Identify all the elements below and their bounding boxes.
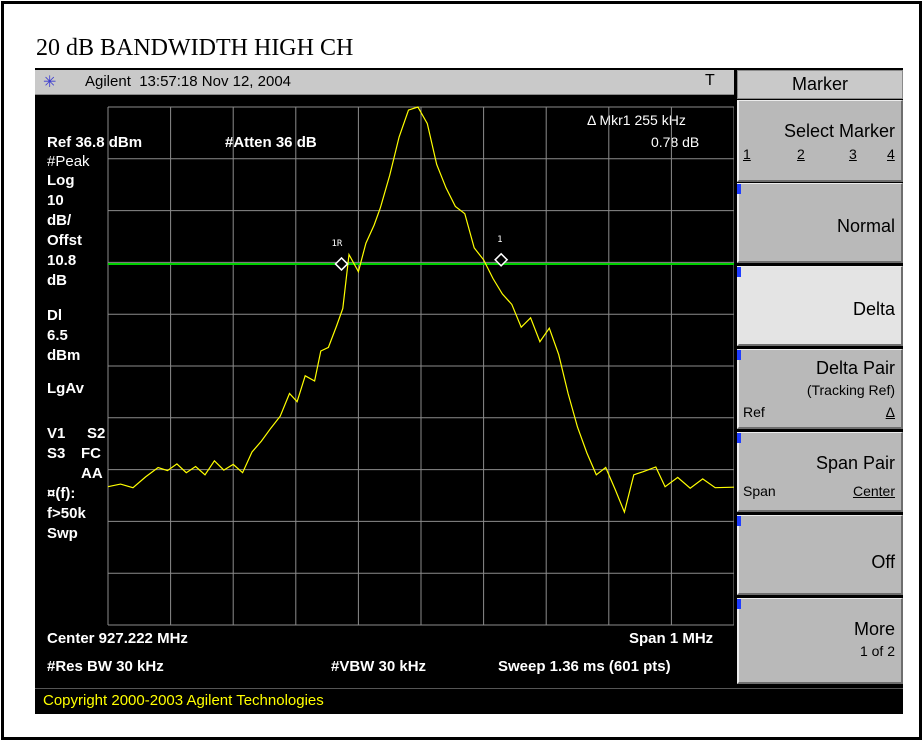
delta-pair-button[interactable]: Delta Pair (Tracking Ref) Ref Δ: [737, 349, 903, 429]
fc-label: FC: [81, 445, 101, 462]
marker-layer: 1R 1: [331, 235, 509, 272]
display-line-value: 6.5: [47, 327, 68, 344]
more-page-label: 1 of 2: [859, 643, 895, 659]
span-pair-span: Span: [743, 483, 776, 499]
softkey-indicator: [737, 267, 741, 277]
s3-label: S3: [47, 445, 66, 462]
span-pair-center: Center: [852, 483, 895, 499]
off-label: Off: [871, 552, 895, 572]
select-marker-label: Select Marker: [783, 121, 895, 141]
softkey-menu-title: Marker: [737, 70, 903, 99]
delta-pair-label: Delta Pair: [815, 358, 895, 378]
more-button[interactable]: More 1 of 2: [737, 598, 903, 684]
marker-diamond-1R: [334, 256, 349, 272]
normal-label: Normal: [836, 216, 895, 236]
brand-name: Agilent: [85, 73, 131, 90]
attenuation: #Atten 36 dB: [225, 134, 317, 151]
delta-pair-delta: Δ: [885, 404, 895, 420]
f-cond-label: f>50k: [47, 505, 86, 522]
sweep-info: Sweep 1.36 ms (601 pts): [498, 658, 671, 675]
spectrum-trace: [107, 106, 734, 515]
res-bw: #Res BW 30 kHz: [47, 658, 164, 675]
softkey-indicator: [737, 599, 741, 609]
offset-value: 10.8: [47, 252, 77, 269]
page-title: 20 dB BANDWIDTH HIGH CH: [36, 35, 354, 61]
delta-pair-ref: Ref: [743, 404, 765, 420]
graticule: [107, 106, 734, 626]
marker-number-1[interactable]: 1: [743, 146, 751, 162]
softkey-indicator: [737, 350, 741, 360]
normal-button[interactable]: Normal: [737, 183, 903, 263]
marker-number-4[interactable]: 4: [887, 146, 895, 162]
copyright-bar: Copyright 2000-2003 Agilent Technologies: [35, 688, 903, 713]
averaging-label: LgAv: [47, 380, 84, 397]
offset-unit: dB: [47, 272, 67, 289]
span-pair-label: Span Pair: [815, 453, 895, 473]
offset-label: Offst: [47, 232, 82, 249]
display-line-label: Dl: [47, 307, 62, 324]
ff-label: ¤(f):: [47, 485, 76, 502]
scale-unit: dB/: [47, 212, 72, 229]
swp-label: Swp: [47, 525, 78, 542]
aa-label: AA: [81, 465, 103, 482]
softkey-indicator: [737, 516, 741, 526]
detector-label: #Peak: [47, 153, 90, 170]
marker-readout-label: Δ Mkr1 255 kHz: [587, 112, 686, 128]
center-freq: Center 927.222 MHz: [47, 630, 188, 647]
softkey-panel: Marker Select Marker 1 2 3 4 Normal Delt…: [737, 70, 903, 686]
marker-label-1: 1: [497, 235, 502, 245]
marker-label-1R: 1R: [331, 239, 342, 249]
spectrum-plot: 1R 1: [107, 106, 734, 626]
delta-button[interactable]: Delta: [737, 266, 903, 346]
scale-value: 10: [47, 192, 64, 209]
agilent-logo-icon: ✳: [43, 74, 57, 91]
copyright-text: Copyright 2000-2003 Agilent Technologies: [43, 692, 324, 709]
display-line-unit: dBm: [47, 347, 81, 364]
softkey-indicator: [737, 433, 741, 443]
softkey-indicator: [737, 184, 741, 194]
marker-number-2[interactable]: 2: [797, 146, 805, 162]
status-bar: ✳ Agilent 13:57:18 Nov 12, 2004 T: [35, 70, 734, 95]
tracking-ref-label: (Tracking Ref): [806, 382, 895, 398]
plot-area: Δ Mkr1 255 kHz 0.78 dB Ref 36.8 dBm #Att…: [35, 95, 734, 685]
select-marker-button[interactable]: Select Marker 1 2 3 4: [737, 100, 903, 182]
status-timestamp: 13:57:18 Nov 12, 2004: [139, 73, 292, 90]
marker-number-3[interactable]: 3: [849, 146, 857, 162]
vbw: #VBW 30 kHz: [331, 658, 427, 675]
scale-type: Log: [47, 172, 75, 189]
trigger-indicator: T: [705, 72, 715, 89]
ref-level: Ref 36.8 dBm: [47, 134, 143, 151]
v1-label: V1: [47, 425, 66, 442]
s2-label: S2: [87, 425, 106, 442]
status-brand-time: Agilent 13:57:18 Nov 12, 2004: [85, 73, 291, 90]
more-label: More: [853, 619, 895, 639]
off-button[interactable]: Off: [737, 515, 903, 595]
span-value: Span 1 MHz: [629, 630, 714, 647]
delta-label: Delta: [852, 299, 895, 319]
marker-diamond-1: [494, 252, 509, 267]
span-pair-button[interactable]: Span Pair Span Center: [737, 432, 903, 512]
marker-readout-value: 0.78 dB: [651, 134, 700, 150]
